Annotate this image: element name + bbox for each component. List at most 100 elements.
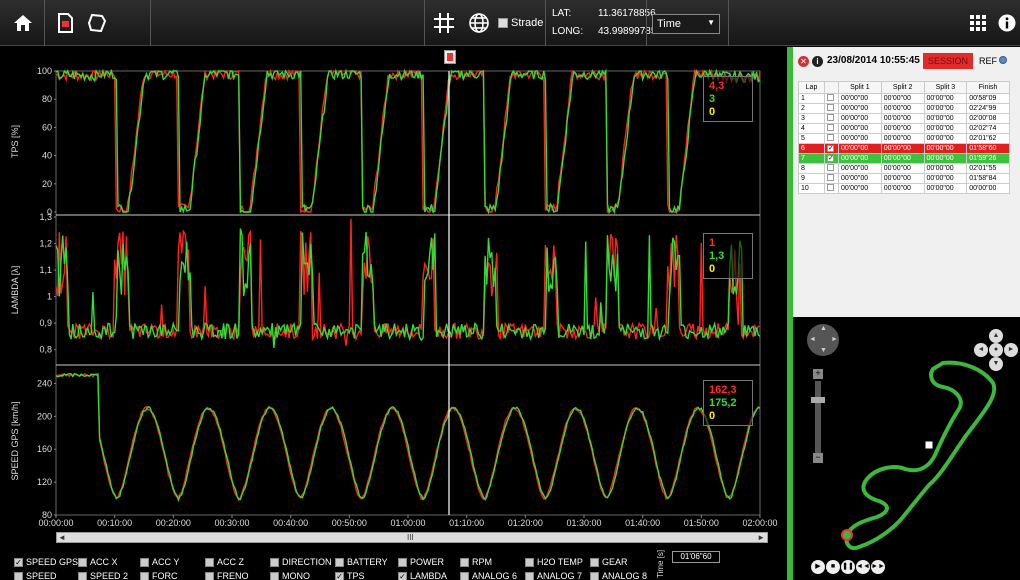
pan-left-icon[interactable]: ◄ [809, 336, 816, 343]
channel-lambda[interactable]: ✓ LAMBDA [398, 571, 447, 580]
channel-h2o-temp[interactable]: H2O TEMP [525, 557, 583, 567]
scroll-left-arrow[interactable]: ◄ [58, 533, 66, 542]
channel-analog-7[interactable]: ANALOG 7 [525, 571, 582, 580]
close-icon[interactable]: ✕ [798, 56, 809, 67]
channel-checkbox[interactable] [140, 557, 149, 567]
nav-left-icon[interactable]: ◄ [974, 343, 988, 357]
channel-freno[interactable]: FRENO [205, 571, 249, 580]
table-row[interactable]: 2 00'00"00 00'00"00 00'00"00 02'24"99 [798, 103, 1010, 114]
lap-checkbox[interactable] [824, 163, 839, 174]
nav-right-icon[interactable]: ► [1004, 343, 1018, 357]
zoom-slider-thumb[interactable] [811, 397, 825, 403]
nav-up-icon[interactable]: ▲ [989, 329, 1003, 343]
info-icon[interactable] [996, 0, 1018, 46]
session-button[interactable]: SESSION [923, 53, 973, 69]
channel-checkbox[interactable] [270, 571, 279, 580]
info-icon[interactable]: i [812, 56, 823, 67]
scroll-right-arrow[interactable]: ► [757, 533, 765, 542]
table-row[interactable]: 7 ✓ 00'00"00 00'00"00 00'00"00 01'59"26 [798, 153, 1010, 164]
channel-checkbox[interactable] [525, 571, 534, 580]
grid-icon[interactable] [430, 0, 458, 46]
channel-acc-x[interactable]: ACC X [78, 557, 118, 567]
channel-checkbox[interactable] [78, 557, 87, 567]
channel-mono[interactable]: MONO [270, 571, 310, 580]
lap-checkbox[interactable] [824, 103, 839, 114]
channel-battery[interactable]: BATTERY [335, 557, 388, 567]
channel-speed-gps[interactable]: ✓ SPEED GPS [14, 557, 78, 567]
ref-radio[interactable] [999, 56, 1007, 64]
zoom-out-button[interactable]: − [813, 453, 823, 463]
apps-grid-icon[interactable] [966, 0, 990, 46]
telemetry-charts[interactable]: 00:00:00 00:10:00 00:20:00 00:30:00 00:40:00… [0, 47, 790, 535]
track-icon[interactable] [84, 0, 110, 46]
channel-analog-8[interactable]: ANALOG 8 [590, 571, 647, 580]
channel-speed[interactable]: SPEED [14, 571, 57, 580]
table-row[interactable]: 10 00'00"00 00'00"00 00'00"00 00'00"00 [798, 183, 1010, 194]
table-row[interactable]: 6 ✓ 00'00"00 00'00"00 00'00"00 01'58"60 [798, 143, 1010, 154]
lap-checkbox[interactable] [824, 183, 839, 194]
map-panel[interactable]: ▲ ▼ ◄ ► ▲ ◄ ● ► ▼ + − ▶ ■ ❚❚ ◄◄ ►► [793, 317, 1020, 580]
time-scrollbar[interactable]: ◄ III ► [56, 532, 768, 543]
channel-checkbox[interactable] [270, 557, 279, 567]
zoom-slider[interactable] [815, 381, 821, 453]
channel-checkbox[interactable] [398, 557, 407, 567]
nav-center-icon[interactable]: ● [989, 343, 1003, 357]
channel-checkbox[interactable] [460, 557, 469, 567]
channel-checkbox[interactable]: ✓ [335, 571, 344, 580]
pan-down-icon[interactable]: ▼ [820, 347, 827, 354]
channel-speed-2[interactable]: SPEED 2 [78, 571, 128, 580]
lap-checkbox[interactable]: ✓ [824, 153, 839, 164]
channel-checkbox[interactable] [335, 557, 344, 567]
rewind-icon[interactable]: ◄◄ [856, 560, 870, 574]
channel-power[interactable]: POWER [398, 557, 444, 567]
lap-checkbox[interactable] [824, 123, 839, 134]
channel-forc[interactable]: FORC [140, 571, 178, 580]
table-row[interactable]: 5 00'00"00 00'00"00 00'00"00 02'01"62 [798, 133, 1010, 144]
channel-checkbox[interactable]: ✓ [398, 571, 407, 580]
fast-forward-icon[interactable]: ►► [871, 560, 885, 574]
table-row[interactable]: 9 00'00"00 00'00"00 00'00"00 01'58"84 [798, 173, 1010, 184]
zoom-in-button[interactable]: + [813, 369, 823, 379]
stop-icon[interactable]: ■ [826, 560, 840, 574]
table-row[interactable]: 8 00'00"00 00'00"00 00'00"00 02'01"55 [798, 163, 1010, 174]
play-icon[interactable]: ▶ [811, 560, 825, 574]
channel-direction[interactable]: DIRECTION [270, 557, 332, 567]
lap-checkbox[interactable] [824, 93, 839, 104]
lap-checkbox[interactable] [824, 133, 839, 144]
time-select[interactable]: Time ▼ [652, 14, 720, 34]
nav-down-icon[interactable]: ▼ [989, 357, 1003, 371]
channel-checkbox[interactable] [140, 571, 149, 580]
channel-gear[interactable]: GEAR [590, 557, 628, 567]
channel-checkbox[interactable] [525, 557, 534, 567]
strade-checkbox[interactable] [498, 18, 508, 28]
channel-checkbox[interactable] [78, 571, 87, 580]
lap-checkbox[interactable]: ✓ [824, 143, 839, 154]
pan-right-icon[interactable]: ► [831, 336, 838, 343]
channel-checkbox[interactable] [14, 571, 23, 580]
channel-rpm[interactable]: RPM [460, 557, 492, 567]
plot-area[interactable]: 00:00:00 00:10:00 00:20:00 00:30:00 00:40:00… [0, 47, 790, 543]
save-file-icon[interactable] [52, 0, 78, 46]
table-row[interactable]: 1 00'00"00 00'00"00 00'00"00 00'58"09 [798, 93, 1010, 104]
scroll-grip[interactable]: III [407, 533, 414, 542]
channel-analog-6[interactable]: ANALOG 6 [460, 571, 517, 580]
channel-checkbox[interactable] [590, 557, 599, 567]
cursor-handle-icon[interactable] [444, 50, 456, 64]
pan-control[interactable]: ▲ ▼ ◄ ► [807, 324, 839, 356]
channel-checkbox[interactable] [205, 557, 214, 567]
lap-checkbox[interactable] [824, 173, 839, 184]
lap-checkbox[interactable] [824, 113, 839, 124]
channel-checkbox[interactable]: ✓ [14, 557, 23, 567]
channel-checkbox[interactable] [460, 571, 469, 580]
table-row[interactable]: 4 00'00"00 00'00"00 00'00"00 02'02"74 [798, 123, 1010, 134]
channel-acc-y[interactable]: ACC Y [140, 557, 179, 567]
home-icon[interactable] [10, 0, 36, 46]
pan-up-icon[interactable]: ▲ [820, 325, 827, 332]
pause-icon[interactable]: ❚❚ [841, 560, 855, 574]
channel-checkbox[interactable] [590, 571, 599, 580]
track-map[interactable] [833, 357, 1020, 557]
channel-tps[interactable]: ✓ TPS [335, 571, 365, 580]
table-row[interactable]: 3 00'00"00 00'00"00 00'00"00 02'00"08 [798, 113, 1010, 124]
channel-acc-z[interactable]: ACC Z [205, 557, 244, 567]
channel-checkbox[interactable] [205, 571, 214, 580]
